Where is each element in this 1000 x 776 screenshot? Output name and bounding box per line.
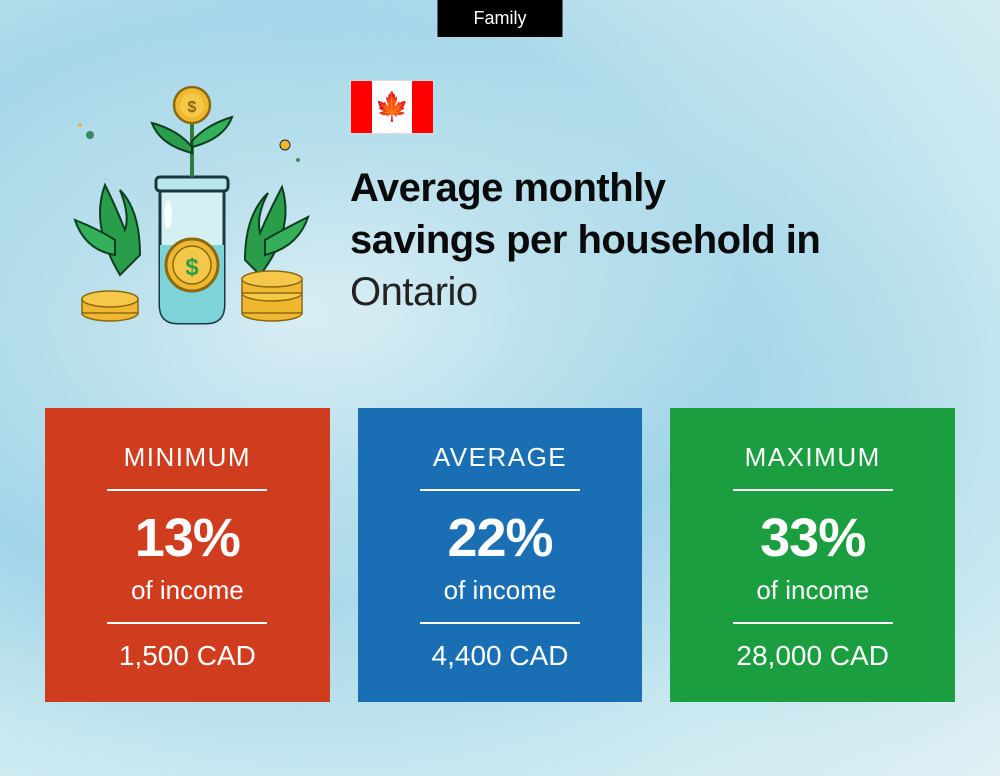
title-region: Ontario (350, 270, 478, 314)
divider (733, 489, 893, 491)
stat-card-average: AVERAGE 22% of income 4,400 CAD (358, 408, 643, 702)
divider (420, 622, 580, 624)
title-line-2: savings per household in (350, 218, 820, 262)
card-subtitle: of income (69, 575, 306, 606)
savings-jar-illustration: $ $ (60, 75, 320, 335)
svg-text:$: $ (188, 99, 197, 116)
title-block: 🍁 Average monthly savings per household … (350, 75, 960, 318)
card-subtitle: of income (382, 575, 619, 606)
card-label: AVERAGE (382, 442, 619, 473)
svg-text:$: $ (185, 254, 199, 281)
divider (733, 622, 893, 624)
stat-cards: MINIMUM 13% of income 1,500 CAD AVERAGE … (45, 408, 955, 702)
card-amount: 1,500 CAD (69, 640, 306, 672)
maple-leaf-icon: 🍁 (375, 93, 410, 121)
card-percent: 13% (69, 507, 306, 569)
card-amount: 28,000 CAD (694, 640, 931, 672)
divider (107, 489, 267, 491)
title-line-1: Average monthly (350, 166, 666, 210)
category-tag: Family (438, 0, 563, 37)
card-subtitle: of income (694, 575, 931, 606)
card-percent: 22% (382, 507, 619, 569)
canada-flag-icon: 🍁 (350, 80, 434, 134)
card-label: MINIMUM (69, 442, 306, 473)
card-percent: 33% (694, 507, 931, 569)
divider (107, 622, 267, 624)
page-title: Average monthly savings per household in… (350, 162, 960, 318)
card-label: MAXIMUM (694, 442, 931, 473)
header-row: $ $ 🍁 Average monthly savings per househ… (60, 75, 960, 335)
stat-card-maximum: MAXIMUM 33% of income 28,000 CAD (670, 408, 955, 702)
card-amount: 4,400 CAD (382, 640, 619, 672)
stat-card-minimum: MINIMUM 13% of income 1,500 CAD (45, 408, 330, 702)
divider (420, 489, 580, 491)
